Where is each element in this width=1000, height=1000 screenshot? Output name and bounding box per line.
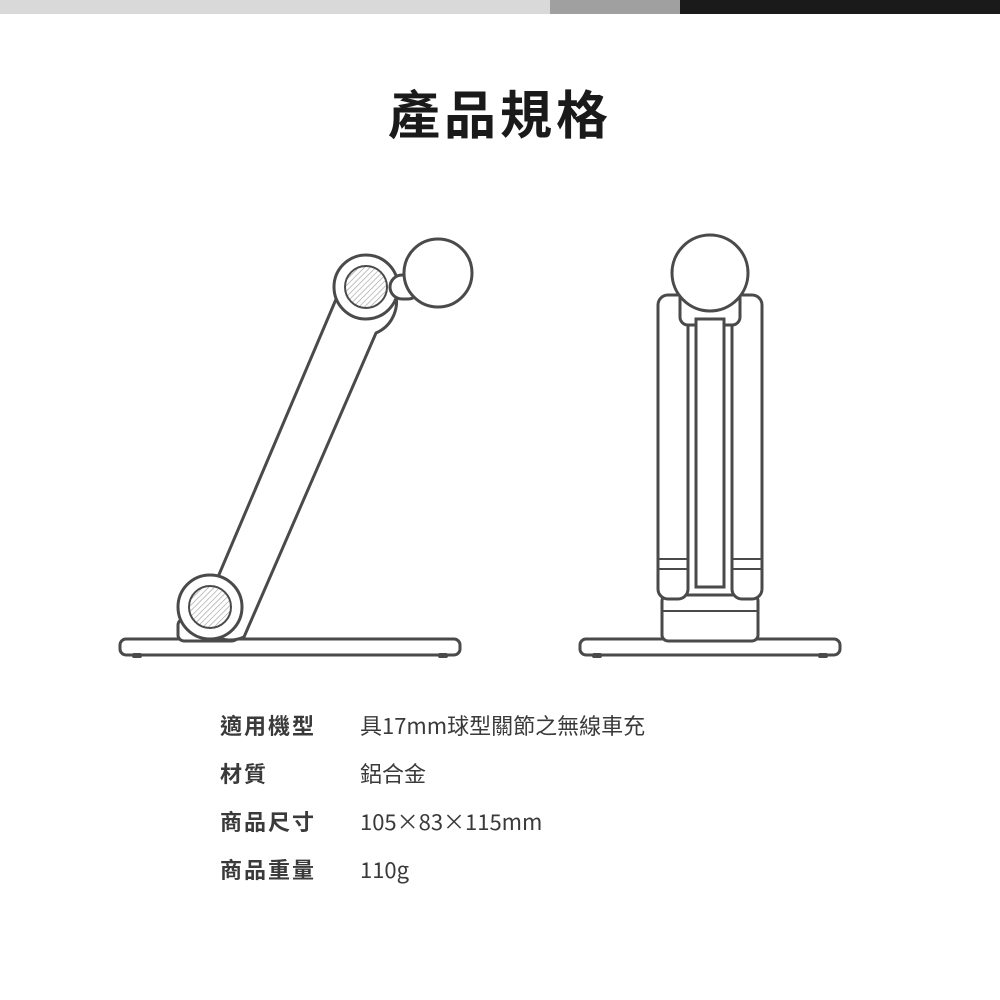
spec-label: 商品重量 (220, 853, 360, 885)
spec-label: 商品尺寸 (220, 805, 360, 837)
spec-value: 105×83×115mm (360, 805, 780, 837)
diagram-front-view (520, 209, 900, 669)
spec-row: 材質 鋁合金 (220, 757, 780, 789)
spec-row: 商品尺寸 105×83×115mm (220, 805, 780, 837)
spec-row: 適用機型 具17mm球型關節之無線車充 (220, 709, 780, 741)
diagram-side-view (100, 209, 480, 669)
spec-value: 鋁合金 (360, 757, 780, 789)
spec-row: 商品重量 110g (220, 853, 780, 885)
spec-value: 具17mm球型關節之無線車充 (360, 709, 780, 741)
page-title: 產品規格 (0, 74, 1000, 149)
spec-label: 適用機型 (220, 709, 360, 741)
spec-value: 110g (360, 853, 780, 885)
product-diagrams (0, 209, 1000, 669)
spec-label: 材質 (220, 757, 360, 789)
spec-table: 適用機型 具17mm球型關節之無線車充 材質 鋁合金 商品尺寸 105×83×1… (220, 709, 780, 885)
top-accent-bar (0, 0, 1000, 14)
